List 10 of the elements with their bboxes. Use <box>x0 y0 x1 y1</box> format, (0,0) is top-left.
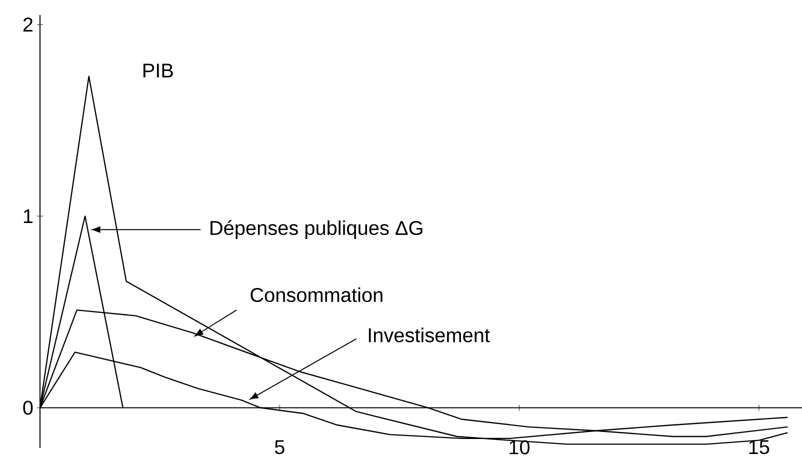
text: Consommation <box>250 287 382 302</box>
text: PIB <box>143 64 173 78</box>
text: Investisement <box>368 328 490 342</box>
x-tick-label: 10 <box>510 440 530 454</box>
x-tick-label: 5 <box>274 440 284 454</box>
y-tick-label: 2 <box>23 18 32 32</box>
text: Dépenses publiques ΔG <box>210 220 422 239</box>
y-tick-label: 0 <box>23 400 33 415</box>
y-tick-label: 1 <box>24 209 33 224</box>
x-tick-label: 15 <box>749 440 770 454</box>
